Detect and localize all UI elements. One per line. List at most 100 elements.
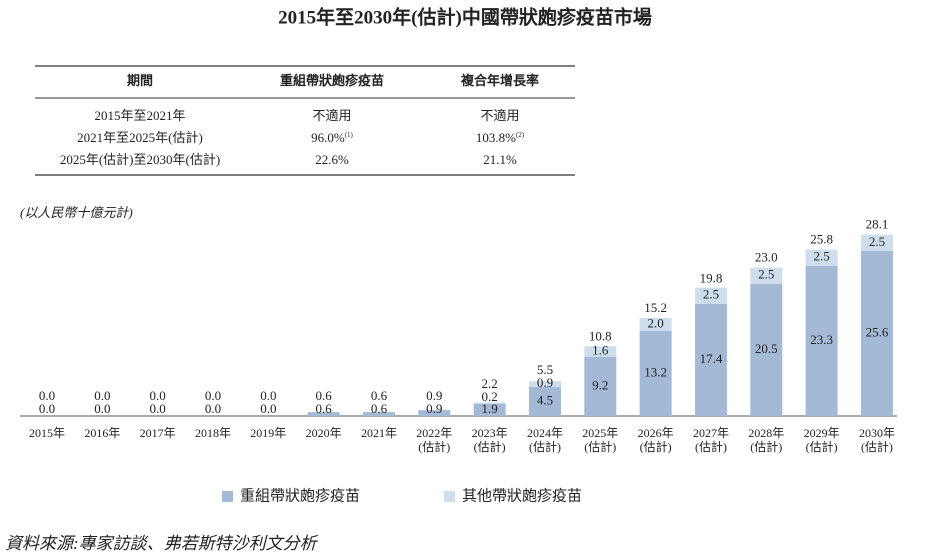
total-label: 0.0 — [205, 388, 221, 403]
total-label: 0.9 — [426, 388, 442, 403]
total-label: 2.2 — [482, 376, 498, 391]
footnote-mark: (2) — [516, 131, 525, 139]
bar-segment — [639, 330, 672, 416]
value-label: 0.0 — [260, 401, 276, 416]
table-cell: 2025年(估計)至2030年(估計) — [60, 152, 220, 167]
legend-label: 其他帶狀皰疹疫苗 — [462, 487, 582, 504]
x-tick-label: 2023年 — [472, 426, 508, 440]
cell-text: 103.8% — [476, 130, 516, 145]
x-tick-label: 2029年 — [804, 426, 840, 440]
total-label: 0.0 — [150, 388, 166, 403]
total-label: 23.0 — [755, 250, 778, 265]
total-label: 28.1 — [866, 217, 889, 232]
value-label: 1.6 — [592, 342, 609, 357]
x-tick-label: 2022年 — [416, 426, 452, 440]
bar-segment — [694, 287, 727, 304]
value-label: 0.6 — [371, 401, 388, 416]
bar-segment — [750, 283, 783, 416]
x-tick-label: (估計) — [529, 439, 561, 454]
x-tick-label: 2018年 — [195, 426, 231, 440]
x-tick-label: 2015年 — [29, 426, 65, 440]
table-cell: 2021年至2025年(估計) — [77, 130, 203, 145]
total-label: 0.0 — [39, 388, 55, 403]
bar-segment — [750, 267, 783, 284]
bar-segment — [418, 410, 451, 416]
total-label: 5.5 — [537, 362, 553, 377]
value-label: 13.2 — [644, 364, 667, 379]
table-cell: 103.8%(2) — [476, 130, 525, 145]
x-tick-label: 2020年 — [306, 426, 342, 440]
table-cell: 21.1% — [483, 152, 517, 167]
bar-segment — [860, 234, 893, 251]
x-tick-label: 2025年 — [582, 426, 618, 440]
legend-swatch — [444, 491, 455, 502]
bar-segment — [860, 250, 893, 416]
x-tick-label: (估計) — [474, 439, 506, 454]
value-label: 4.5 — [537, 392, 553, 407]
x-tick-label: 2021年 — [361, 426, 397, 440]
value-label: 23.3 — [810, 332, 833, 347]
x-tick-label: 2016年 — [84, 426, 120, 440]
value-label: 0.2 — [482, 389, 498, 404]
table-header: 重組帶狀皰疹疫苗 — [280, 73, 384, 88]
table-cell: 22.6% — [315, 152, 349, 167]
total-label: 15.2 — [644, 300, 667, 315]
bar-segment — [805, 249, 838, 266]
bar-segment — [473, 403, 506, 416]
bar-segment — [584, 346, 617, 357]
table-cell: 不適用 — [312, 108, 351, 123]
footnote-mark: (1) — [345, 131, 354, 139]
value-label: 25.6 — [866, 324, 889, 339]
bar-segment — [639, 317, 672, 331]
total-label: 0.6 — [316, 388, 333, 403]
bar-segment — [584, 356, 617, 416]
table-cell: 不適用 — [480, 108, 519, 123]
x-tick-label: 2024年 — [527, 426, 563, 440]
x-tick-label: 2028年 — [748, 426, 784, 440]
value-label: 0.0 — [205, 401, 221, 416]
value-label: 17.4 — [700, 351, 723, 366]
cell-text: 96.0% — [311, 130, 345, 145]
legend-swatch — [222, 491, 233, 502]
x-tick-label: 2027年 — [693, 426, 729, 440]
x-tick-label: (估計) — [750, 439, 782, 454]
x-tick-label: 2026年 — [638, 426, 674, 440]
total-label: 19.8 — [700, 270, 723, 285]
source: 資料來源:專家訪談、弗若斯特沙利文分析 — [5, 534, 319, 553]
x-tick-label: (估計) — [584, 439, 616, 454]
value-label: 0.0 — [39, 401, 55, 416]
table-header: 期間 — [127, 73, 153, 88]
x-tick-label: 2017年 — [140, 426, 176, 440]
table-cell: 2015年至2021年 — [94, 108, 185, 123]
total-label: 10.8 — [589, 328, 612, 343]
value-label: 2.5 — [758, 267, 774, 282]
unit-label: (以人民幣十億元計) — [20, 205, 133, 220]
x-tick-label: (估計) — [418, 439, 450, 454]
bar-segment — [473, 402, 506, 404]
value-label: 20.5 — [755, 341, 778, 356]
total-label: 0.6 — [371, 388, 388, 403]
x-tick-label: (估計) — [806, 439, 838, 454]
x-tick-label: 2019年 — [250, 426, 286, 440]
table-header: 複合年增長率 — [460, 73, 539, 88]
bar-segment — [528, 386, 561, 416]
bar-segment — [362, 412, 395, 416]
bar-segment — [307, 412, 340, 416]
x-tick-label: (估計) — [695, 439, 727, 454]
legend-label: 重組帶狀皰疹疫苗 — [240, 487, 360, 504]
value-label: 2.5 — [813, 249, 829, 264]
chart-title: 2015年至2030年(估計)中國帶狀皰疹疫苗市場 — [278, 5, 652, 28]
value-label: 0.6 — [316, 401, 333, 416]
value-label: 2.5 — [703, 287, 719, 302]
x-tick-label: 2030年 — [859, 426, 895, 440]
total-label: 0.0 — [94, 388, 110, 403]
total-label: 0.0 — [260, 388, 276, 403]
total-label: 25.8 — [810, 232, 833, 247]
x-tick-label: (估計) — [861, 439, 893, 454]
value-label: 0.0 — [150, 401, 166, 416]
value-label: 0.9 — [537, 375, 553, 390]
value-label: 1.9 — [482, 401, 498, 416]
bar-segment — [694, 303, 727, 416]
bar-segment — [805, 265, 838, 416]
